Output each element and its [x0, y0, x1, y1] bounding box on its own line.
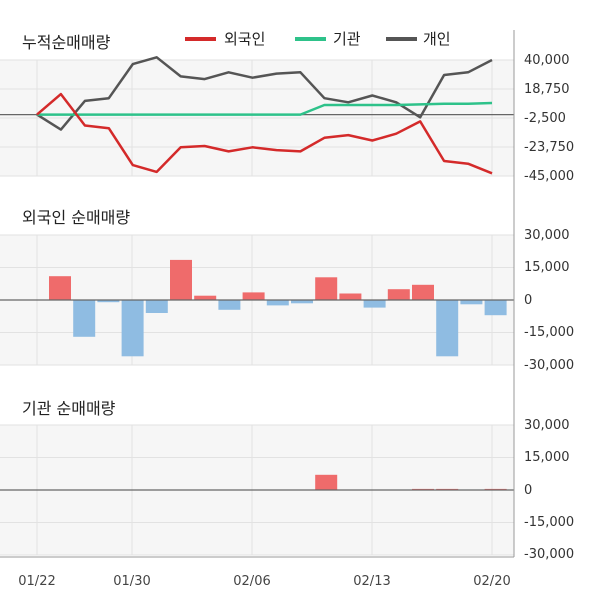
foreign-bar [218, 300, 241, 310]
foreign-bar [49, 276, 71, 300]
y-tick-1-2: -2,500 [524, 111, 566, 126]
y-tick-3-4: -30,000 [524, 547, 574, 562]
y-tick-3-3: -15,000 [524, 515, 574, 530]
series-line-institution [37, 101, 493, 116]
x-tick-1: 01/30 [113, 574, 150, 589]
foreign-bar [121, 300, 144, 357]
institution-bar [315, 474, 338, 490]
foreign-bar [484, 300, 507, 316]
y-tick-3-2: 0 [524, 483, 532, 498]
y-tick-1-4: -45,000 [524, 169, 574, 184]
foreign-bar [315, 277, 338, 301]
foreign-bar [145, 300, 168, 313]
foreign-bar [436, 300, 459, 357]
y-tick-2-4: -30,000 [524, 358, 574, 373]
foreign-bar [339, 293, 362, 300]
legend-label-foreign: 외국인 [224, 30, 265, 48]
x-tick-3: 02/13 [353, 574, 390, 589]
y-tick-1-3: -23,750 [524, 140, 574, 155]
foreign-bar [73, 300, 96, 337]
y-tick-1-0: 40,000 [524, 53, 570, 68]
x-tick-4: 02/20 [473, 574, 510, 589]
foreign-bar [266, 300, 289, 306]
foreign-bar [242, 292, 265, 300]
y-tick-2-3: -15,000 [524, 325, 574, 340]
y-tick-2-2: 0 [524, 293, 532, 308]
foreign-bar [97, 300, 120, 303]
title-cumulative: 누적순매매량 [22, 33, 111, 52]
title-institution: 기관 순매매량 [22, 399, 116, 418]
foreign-bar [170, 259, 192, 300]
foreign-bar [363, 300, 386, 308]
x-tick-2: 02/06 [233, 574, 270, 589]
legend: 외국인 기관 개인 [185, 30, 451, 48]
y-tick-2-1: 15,000 [524, 260, 570, 275]
series-line-foreign [36, 92, 493, 175]
foreign-bar [194, 295, 217, 300]
y-tick-3-1: 15,000 [524, 450, 570, 465]
series-line-individual [36, 56, 493, 131]
foreign-bar [460, 300, 483, 305]
foreign-bar [412, 284, 434, 300]
y-tick-1-1: 18,750 [524, 82, 570, 97]
foreign-bar [387, 289, 410, 300]
legend-label-institution: 기관 [333, 30, 361, 48]
y-tick-3-0: 30,000 [524, 418, 570, 433]
foreign-bar [291, 300, 313, 304]
y-tick-2-0: 30,000 [524, 228, 570, 243]
legend-label-individual: 개인 [423, 30, 451, 48]
title-foreign: 외국인 순매매량 [22, 208, 130, 227]
x-tick-0: 01/22 [18, 574, 55, 589]
